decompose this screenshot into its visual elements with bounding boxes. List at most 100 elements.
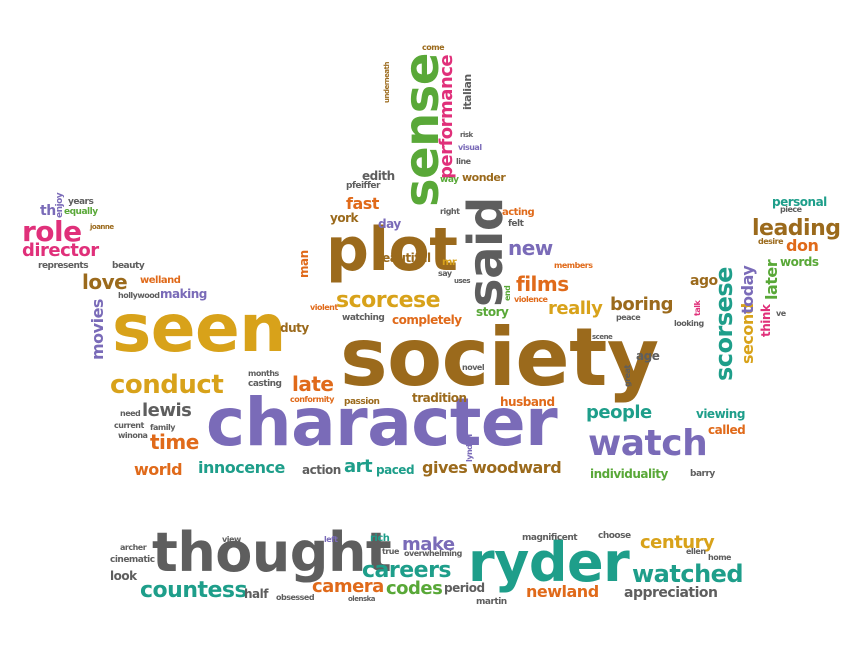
cloud-word-countess: countess [140, 578, 248, 603]
cloud-word-late: late [292, 372, 334, 396]
cloud-word-thought: thought [152, 521, 392, 584]
cloud-word-codes: codes [386, 578, 443, 599]
cloud-word-character: character [206, 384, 558, 461]
cloud-word-don: don [786, 236, 819, 255]
cloud-word-seen: seen [112, 290, 286, 367]
cloud-word-beauty: beauty [112, 261, 145, 271]
cloud-word-duty: duty [280, 321, 309, 335]
cloud-word-personal: personal [772, 195, 827, 209]
cloud-word-ryder: ryder [468, 531, 630, 594]
cloud-word-novel: novel [462, 363, 485, 372]
cloud-word-pfeiffer: pfeiffer [346, 181, 380, 191]
cloud-word-director: director [22, 240, 99, 261]
cloud-word-watching: watching [342, 313, 385, 323]
cloud-word-represents: represents [38, 261, 89, 271]
cloud-word-completely: completely [392, 313, 462, 327]
cloud-word-day: day [378, 217, 401, 231]
cloud-word-ellen: ellen [686, 547, 706, 556]
cloud-word-individuality: individuality [590, 467, 668, 481]
cloud-word-magnificent: magnificent [522, 533, 578, 543]
cloud-word-watch: watch [588, 423, 708, 464]
cloud-word-months: months [248, 369, 279, 378]
cloud-word-olenska: olenska [348, 595, 376, 603]
cloud-word-cinematic: cinematic [110, 555, 155, 565]
cloud-word-violent: violent [310, 303, 338, 312]
cloud-word-century: century [640, 532, 715, 553]
cloud-word-equally: equally [64, 207, 98, 217]
cloud-word-home: home [708, 553, 731, 562]
cloud-word-way: way [440, 175, 459, 185]
cloud-word-york: york [330, 211, 358, 225]
cloud-word-hollywood: hollywood [118, 291, 160, 300]
cloud-word-left: left [324, 535, 338, 544]
cloud-word-watched: watched [632, 560, 744, 588]
cloud-word-uses: uses [454, 277, 471, 285]
cloud-word-today: today [738, 265, 757, 314]
cloud-word-enjoy: enjoy [55, 192, 65, 218]
cloud-word-newland: newland [526, 582, 599, 601]
cloud-word-true: true [382, 547, 399, 556]
cloud-word-talk: talk [693, 300, 702, 316]
cloud-word-view: view [222, 535, 241, 544]
cloud-word-scene: scene [592, 333, 613, 341]
cloud-word-fast: fast [346, 194, 379, 213]
cloud-word-winona: winona [118, 431, 148, 440]
cloud-word-members: members [554, 261, 593, 270]
cloud-word-world: world [134, 460, 183, 479]
cloud-word-piece: piece [780, 205, 802, 214]
cloud-word-edith: edith [362, 169, 395, 183]
cloud-word-wonder: wonder [462, 171, 506, 184]
cloud-word-looking: looking [674, 319, 704, 328]
cloud-word-period: period [444, 581, 485, 595]
cloud-word-story: story [476, 305, 509, 319]
cloud-word-woodward: woodward [472, 458, 562, 477]
cloud-word-overwhelming: overwhelming [404, 549, 462, 558]
cloud-word-current: current [114, 421, 144, 430]
cloud-word-years: years [68, 197, 94, 207]
cloud-word-scorcese: scorcese [336, 288, 441, 313]
cloud-word-called: called [708, 423, 746, 437]
cloud-word-age: age [636, 349, 660, 363]
cloud-word-love: love [82, 270, 128, 294]
cloud-word-camera: camera [312, 576, 384, 597]
cloud-word-mr: mr [442, 257, 457, 268]
cloud-word-conformity: conformity [290, 395, 334, 404]
cloud-word-time: time [150, 430, 199, 454]
cloud-word-plot: plot [326, 215, 458, 285]
cloud-word-gives: gives [422, 458, 468, 477]
cloud-word-barry: barry [690, 469, 715, 479]
cloud-word-husband: husband [500, 395, 555, 409]
cloud-word-felt: felt [508, 219, 524, 229]
cloud-word-really: really [548, 298, 603, 319]
cloud-word-line: line [456, 157, 471, 166]
cloud-word-welland: welland [140, 275, 181, 286]
cloud-word-say: say [438, 269, 452, 278]
cloud-word-beautiful: beautiful [374, 251, 431, 265]
cloud-word-th: th [40, 203, 56, 219]
cloud-word-passion: passion [344, 397, 380, 407]
cloud-word-new: new [508, 236, 553, 260]
cloud-word-make: make [402, 534, 455, 555]
cloud-word-risk: risk [460, 131, 473, 139]
cloud-word-ve: ve [776, 309, 786, 318]
cloud-word-joanne: joanne [90, 223, 114, 231]
cloud-word-need: need [120, 409, 141, 418]
cloud-word-archer: archer [120, 543, 147, 552]
cloud-word-great: great [623, 364, 632, 387]
cloud-word-leading: leading [752, 216, 841, 241]
cloud-word-half: half [244, 587, 268, 601]
cloud-word-right: right [440, 207, 460, 216]
cloud-word-underneath: underneath [383, 62, 391, 104]
cloud-word-action: action [302, 463, 341, 477]
cloud-word-tradition: tradition [412, 391, 467, 405]
cloud-word-violence: violence [514, 295, 548, 304]
cloud-word-words: words [780, 255, 819, 269]
cloud-word-martin: martin [476, 597, 507, 607]
cloud-word-end: end [503, 285, 512, 301]
cloud-word-boring: boring [610, 294, 674, 315]
cloud-word-peace: peace [616, 313, 641, 322]
cloud-word-come: come [422, 43, 445, 52]
cloud-word-conduct: conduct [110, 370, 224, 400]
cloud-word-rich: rich [370, 533, 390, 544]
